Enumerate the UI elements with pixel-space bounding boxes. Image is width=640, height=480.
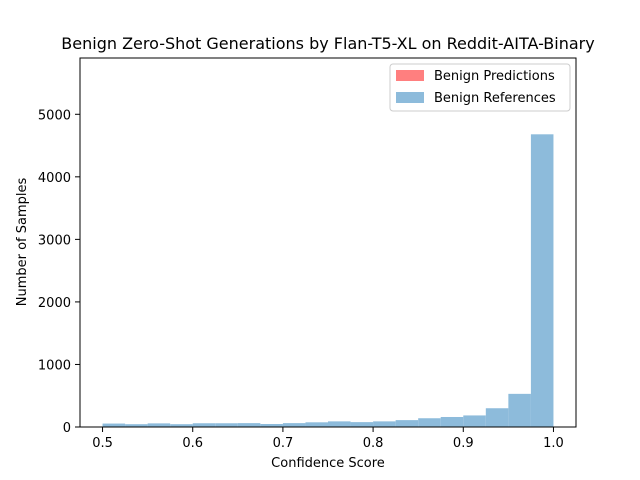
y-tick-label-0: 0 [63, 421, 71, 436]
legend-frame [389, 63, 571, 112]
x-tick-label-5: 1.0 [543, 436, 564, 451]
bar-1-6 [237, 423, 261, 427]
legend: Benign Predictions Benign References [389, 63, 571, 112]
y-axis-ticks: 0 1000 2000 3000 4000 5000 [38, 108, 80, 436]
bar-1-16 [463, 415, 486, 427]
x-tick-label-0: 0.5 [92, 436, 113, 451]
bar-1-1 [125, 424, 148, 427]
bar-1-13 [395, 420, 419, 427]
bar-1-5 [215, 423, 238, 427]
bars-group [102, 134, 554, 427]
y-tick-label-5: 5000 [38, 108, 71, 123]
bar-1-3 [170, 424, 193, 427]
plot-frame [79, 57, 577, 428]
x-tick-label-4: 0.9 [453, 436, 474, 451]
legend-swatch-references [396, 92, 424, 103]
bar-1-4 [192, 423, 216, 427]
bar-1-19 [530, 134, 554, 427]
x-tick-label-2: 0.7 [273, 436, 294, 451]
y-tick-label-2: 2000 [38, 296, 71, 311]
x-tick-label-1: 0.6 [182, 436, 203, 451]
bar-1-17 [485, 408, 509, 427]
bar-1-0 [102, 423, 126, 427]
bar-1-7 [260, 423, 283, 427]
x-axis-label: Confidence Score [271, 456, 385, 471]
bar-1-11 [350, 422, 374, 427]
bar-1-8 [282, 423, 306, 427]
x-tick-label-3: 0.8 [363, 436, 384, 451]
bar-1-14 [418, 418, 441, 427]
legend-swatch-predictions [396, 70, 424, 81]
chart-title: Benign Zero-Shot Generations by Flan-T5-… [61, 34, 594, 53]
bar-1-18 [508, 393, 531, 427]
x-axis-ticks: 0.5 0.6 0.7 0.8 0.9 1.0 [92, 427, 564, 451]
y-tick-label-1: 1000 [38, 358, 71, 373]
y-tick-label-4: 4000 [38, 171, 71, 186]
legend-label-predictions: Benign Predictions [434, 69, 555, 84]
y-tick-label-3: 3000 [38, 233, 71, 248]
legend-label-references: Benign References [434, 91, 556, 106]
y-axis-label: Number of Samples [15, 178, 30, 307]
bar-1-15 [440, 416, 464, 427]
bar-1-12 [373, 421, 396, 427]
bar-1-2 [147, 423, 171, 427]
bar-1-9 [305, 422, 328, 427]
bar-1-10 [328, 421, 351, 427]
